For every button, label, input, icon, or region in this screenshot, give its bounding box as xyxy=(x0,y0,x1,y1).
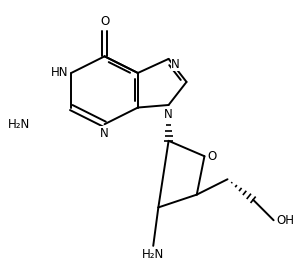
Text: N: N xyxy=(100,127,109,140)
Text: H₂N: H₂N xyxy=(142,249,164,261)
Text: HN: HN xyxy=(51,67,69,79)
Text: O: O xyxy=(207,150,216,163)
Text: OH: OH xyxy=(276,214,294,227)
Text: N: N xyxy=(164,108,173,121)
Text: O: O xyxy=(100,15,109,28)
Text: N: N xyxy=(171,58,180,71)
Text: H₂N: H₂N xyxy=(8,118,30,131)
